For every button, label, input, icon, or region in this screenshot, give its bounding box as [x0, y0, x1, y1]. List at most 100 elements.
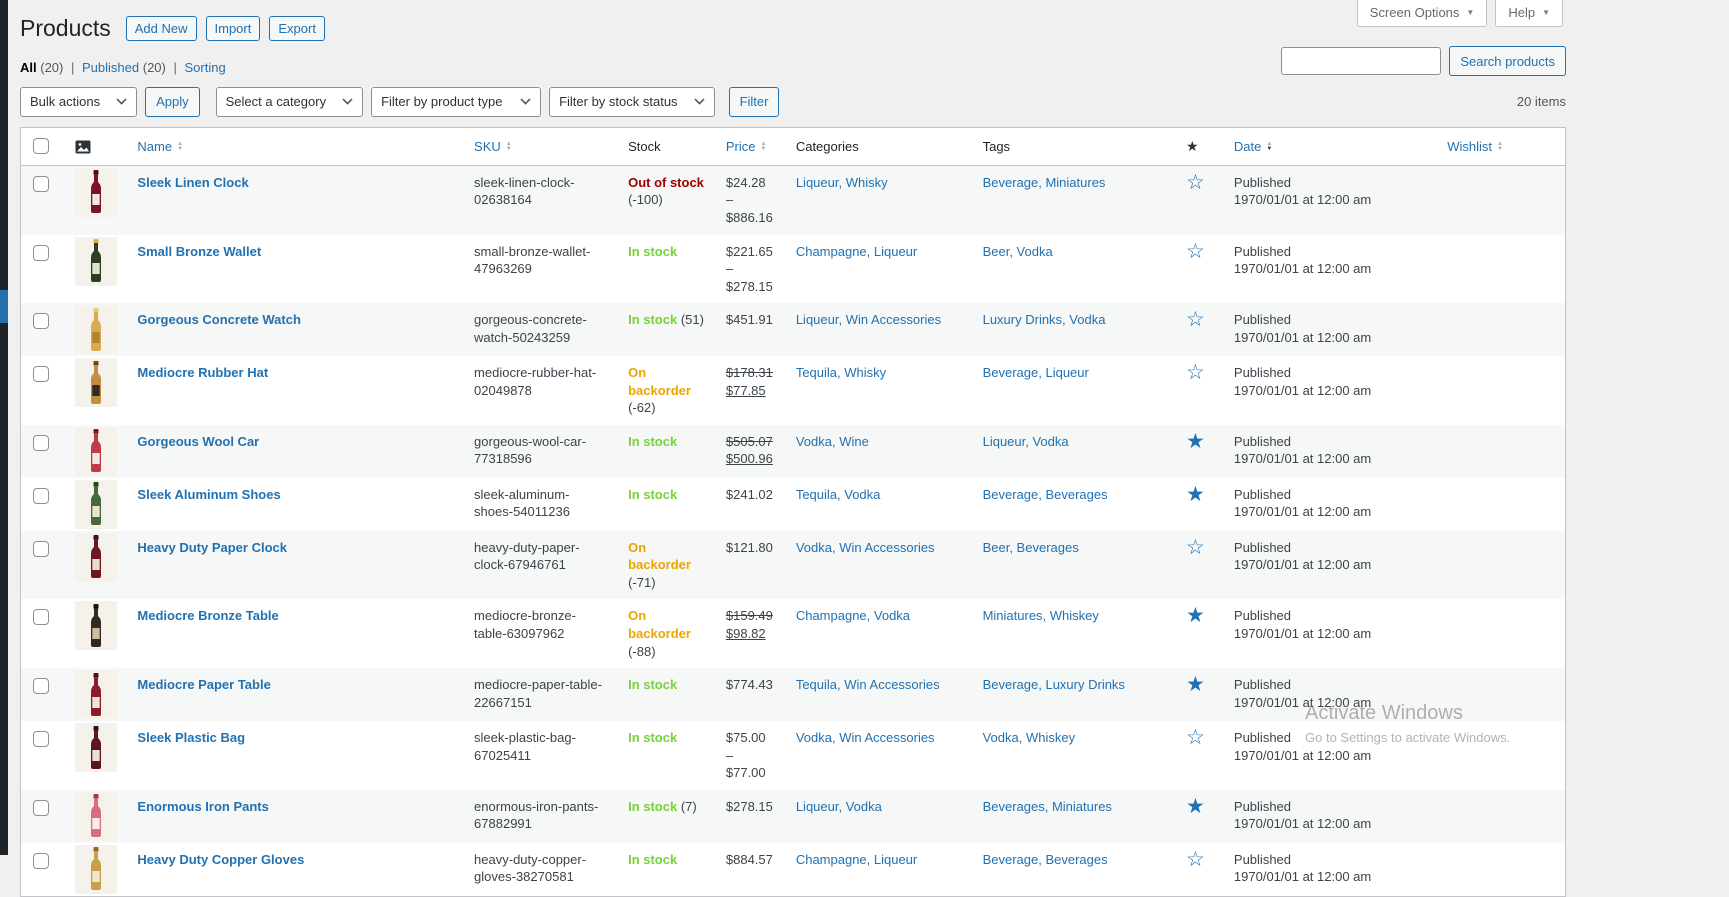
product-name-link[interactable]: Sleek Plastic Bag [137, 730, 245, 745]
column-header-sku[interactable]: SKU▲▼ [464, 127, 618, 165]
row-checkbox[interactable] [33, 488, 49, 504]
product-name-link[interactable]: Heavy Duty Paper Clock [137, 540, 287, 555]
featured-star-icon[interactable]: ☆ [1186, 362, 1205, 383]
product-name-link[interactable]: Mediocre Rubber Hat [137, 365, 268, 380]
category-links[interactable]: Tequila, Vodka [796, 487, 881, 502]
view-all-link[interactable]: All [20, 60, 37, 75]
row-checkbox[interactable] [33, 609, 49, 625]
bulk-actions-select[interactable]: Bulk actions [20, 87, 137, 117]
tag-links[interactable]: Beverage, Luxury Drinks [983, 677, 1125, 692]
publish-date: 1970/01/01 at 12:00 am [1234, 869, 1371, 884]
collapsed-admin-menu[interactable] [0, 0, 8, 855]
product-thumbnail[interactable] [75, 792, 117, 841]
category-links[interactable]: Champagne, Liqueur [796, 244, 917, 259]
product-name-link[interactable]: Enormous Iron Pants [137, 799, 268, 814]
category-links[interactable]: Tequila, Win Accessories [796, 677, 940, 692]
featured-star-icon[interactable]: ★ [1186, 431, 1205, 452]
column-header-date[interactable]: Date▲▼ [1224, 127, 1437, 165]
featured-star-icon[interactable]: ☆ [1186, 309, 1205, 330]
export-button[interactable]: Export [269, 16, 325, 41]
category-links[interactable]: Vodka, Wine [796, 434, 869, 449]
screen-options-toggle[interactable]: Screen Options ▼ [1357, 0, 1488, 27]
tag-links[interactable]: Vodka, Whiskey [983, 730, 1076, 745]
product-thumbnail[interactable] [75, 427, 117, 476]
stock-status-filter-select[interactable]: Filter by stock status [549, 87, 714, 117]
product-thumbnail[interactable] [75, 305, 117, 354]
product-thumbnail[interactable] [75, 168, 117, 217]
category-links[interactable]: Liqueur, Whisky [796, 175, 888, 190]
row-checkbox[interactable] [33, 245, 49, 261]
featured-star-icon[interactable]: ☆ [1186, 537, 1205, 558]
featured-star-icon[interactable]: ☆ [1186, 172, 1205, 193]
featured-star-icon[interactable]: ☆ [1186, 727, 1205, 748]
row-checkbox[interactable] [33, 678, 49, 694]
row-checkbox[interactable] [33, 435, 49, 451]
row-checkbox[interactable] [33, 176, 49, 192]
category-links[interactable]: Tequila, Whisky [796, 365, 886, 380]
tag-links[interactable]: Beverage, Beverages [983, 852, 1108, 867]
product-thumbnail[interactable] [75, 358, 117, 407]
product-name-link[interactable]: Heavy Duty Copper Gloves [137, 852, 304, 867]
category-links[interactable]: Liqueur, Win Accessories [796, 312, 941, 327]
column-header-wishlist[interactable]: Wishlist▲▼ [1437, 127, 1565, 165]
featured-star-icon[interactable]: ☆ [1186, 849, 1205, 870]
featured-star-icon[interactable]: ★ [1186, 796, 1205, 817]
product-name-link[interactable]: Gorgeous Wool Car [137, 434, 259, 449]
row-checkbox[interactable] [33, 800, 49, 816]
featured-star-icon[interactable]: ★ [1186, 484, 1205, 505]
product-thumbnail[interactable] [75, 237, 117, 286]
search-input[interactable] [1281, 47, 1441, 75]
row-checkbox[interactable] [33, 366, 49, 382]
product-thumbnail[interactable] [75, 845, 117, 894]
category-links[interactable]: Champagne, Vodka [796, 608, 910, 623]
product-name-link[interactable]: Mediocre Paper Table [137, 677, 270, 692]
tag-links[interactable]: Liqueur, Vodka [983, 434, 1069, 449]
featured-star-icon[interactable]: ☆ [1186, 241, 1205, 262]
product-thumbnail[interactable] [75, 601, 117, 650]
publish-date: 1970/01/01 at 12:00 am [1234, 748, 1371, 763]
filter-button[interactable]: Filter [729, 87, 780, 117]
tag-links[interactable]: Beer, Beverages [983, 540, 1079, 555]
row-checkbox[interactable] [33, 731, 49, 747]
column-header-price[interactable]: Price▲▼ [716, 127, 786, 165]
tag-links[interactable]: Luxury Drinks, Vodka [983, 312, 1106, 327]
view-published-link[interactable]: Published [82, 60, 139, 75]
category-links[interactable]: Champagne, Liqueur [796, 852, 917, 867]
featured-star-icon[interactable]: ★ [1186, 674, 1205, 695]
category-links[interactable]: Vodka, Win Accessories [796, 730, 935, 745]
view-sorting-link[interactable]: Sorting [185, 60, 226, 75]
tag-links[interactable]: Beer, Vodka [983, 244, 1053, 259]
product-name-link[interactable]: Sleek Linen Clock [137, 175, 248, 190]
column-header-name[interactable]: Name▲▼ [127, 127, 464, 165]
featured-star-icon[interactable]: ★ [1186, 605, 1205, 626]
product-name-link[interactable]: Mediocre Bronze Table [137, 608, 278, 623]
select-all-checkbox[interactable] [33, 138, 49, 154]
apply-button[interactable]: Apply [145, 87, 200, 117]
add-new-button[interactable]: Add New [126, 16, 197, 41]
product-thumbnail[interactable] [75, 480, 117, 529]
category-links[interactable]: Liqueur, Vodka [796, 799, 882, 814]
stock-status: In stock [628, 434, 677, 449]
product-thumbnail[interactable] [75, 723, 117, 772]
product-name-link[interactable]: Small Bronze Wallet [137, 244, 261, 259]
tag-links[interactable]: Beverages, Miniatures [983, 799, 1112, 814]
help-toggle[interactable]: Help ▼ [1495, 0, 1563, 27]
search-products-button[interactable]: Search products [1449, 46, 1566, 76]
tag-links[interactable]: Miniatures, Whiskey [983, 608, 1099, 623]
import-button[interactable]: Import [206, 16, 261, 41]
tag-links[interactable]: Beverage, Beverages [983, 487, 1108, 502]
product-name-link[interactable]: Gorgeous Concrete Watch [137, 312, 300, 327]
caret-down-icon: ▼ [1466, 8, 1474, 17]
row-checkbox[interactable] [33, 313, 49, 329]
product-thumbnail[interactable] [75, 670, 117, 719]
category-filter-select[interactable]: Select a category [216, 87, 363, 117]
product-thumbnail[interactable] [75, 533, 117, 582]
row-checkbox[interactable] [33, 541, 49, 557]
tag-links[interactable]: Beverage, Liqueur [983, 365, 1089, 380]
row-checkbox[interactable] [33, 853, 49, 869]
product-name-link[interactable]: Sleek Aluminum Shoes [137, 487, 280, 502]
product-sku: gorgeous-concrete-watch-50243259 [464, 303, 618, 356]
tag-links[interactable]: Beverage, Miniatures [983, 175, 1106, 190]
category-links[interactable]: Vodka, Win Accessories [796, 540, 935, 555]
product-type-filter-select[interactable]: Filter by product type [371, 87, 541, 117]
